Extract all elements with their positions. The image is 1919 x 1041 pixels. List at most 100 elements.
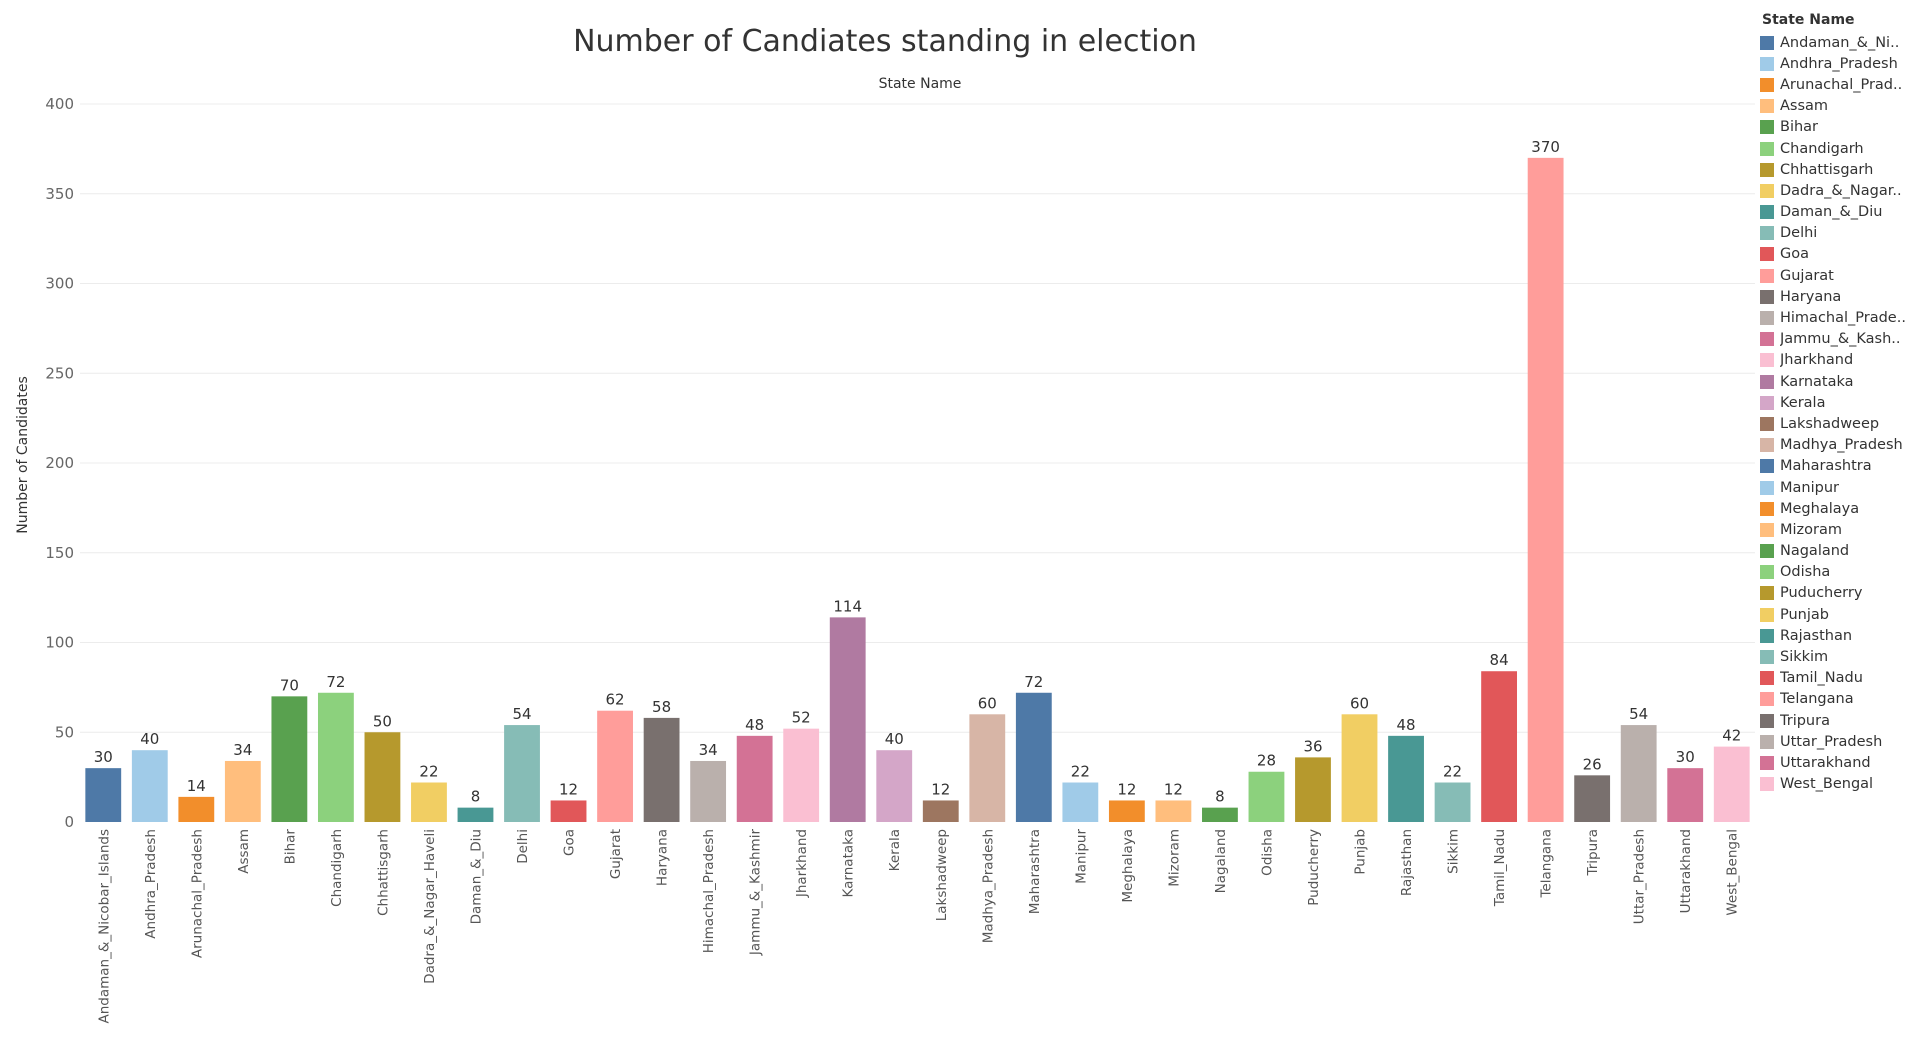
x-tick-label: Punjab	[1353, 829, 1369, 875]
legend-swatch	[1760, 459, 1774, 474]
legend-item[interactable]: Meghalaya	[1760, 498, 1915, 519]
legend-item[interactable]: Dadra_&_Nagar..	[1760, 180, 1915, 201]
legend-item[interactable]: Nagaland	[1760, 541, 1915, 562]
bar	[876, 750, 913, 822]
y-tick-label: 350	[45, 185, 74, 203]
legend-item[interactable]: Sikkim	[1760, 646, 1915, 667]
legend-item[interactable]: Odisha	[1760, 562, 1915, 583]
legend-item[interactable]: Punjab	[1760, 604, 1915, 625]
data-label: 8	[1215, 788, 1225, 806]
bar	[1434, 782, 1471, 822]
legend-swatch	[1760, 332, 1774, 347]
legend-item[interactable]: Goa	[1760, 244, 1915, 265]
legend-swatch	[1760, 395, 1774, 410]
chart-title: Number of Candiates standing in election	[573, 24, 1197, 59]
legend-swatch	[1760, 671, 1774, 686]
legend-item[interactable]: Chhattisgarh	[1760, 159, 1915, 180]
legend-item[interactable]: Gujarat	[1760, 265, 1915, 286]
legend-item[interactable]: West_Bengal	[1760, 774, 1915, 795]
legend-item[interactable]: Uttar_Pradesh	[1760, 731, 1915, 752]
bar	[1062, 782, 1099, 822]
y-axis-ticks: 0 50 100 150 200 250 300 350 400	[45, 95, 74, 831]
legend-item[interactable]: Mizoram	[1760, 519, 1915, 540]
legend-label: Andhra_Pradesh	[1780, 55, 1898, 72]
x-tick-label: Gujarat	[608, 829, 624, 879]
legend-item[interactable]: Uttarakhand	[1760, 752, 1915, 773]
legend-label: Karnataka	[1780, 373, 1854, 390]
legend-swatch	[1760, 226, 1774, 241]
legend-title: State Name	[1762, 12, 1855, 28]
data-label: 114	[833, 597, 862, 615]
bar	[85, 768, 122, 822]
legend-item[interactable]: Delhi	[1760, 223, 1915, 244]
legend-swatch	[1760, 120, 1774, 135]
legend-label: Daman_&_Diu	[1780, 204, 1883, 221]
legend-swatch	[1760, 777, 1774, 792]
legend-item[interactable]: Tripura	[1760, 710, 1915, 731]
x-tick-label: Nagaland	[1213, 829, 1229, 893]
legend-label: West_Bengal	[1780, 776, 1874, 793]
legend-swatch	[1760, 183, 1774, 198]
data-label: 12	[1117, 780, 1136, 798]
x-tick-label: Andaman_&_Nicobar_Islands	[96, 829, 112, 1024]
legend-item[interactable]: Tamil_Nadu	[1760, 668, 1915, 689]
data-label: 72	[326, 673, 345, 691]
data-label: 70	[280, 676, 299, 694]
legend-item[interactable]: Andhra_Pradesh	[1760, 53, 1915, 74]
bar	[1015, 692, 1052, 822]
bar	[969, 714, 1006, 822]
legend-label: Assam	[1780, 98, 1829, 115]
data-label: 22	[1443, 763, 1462, 781]
legend-item[interactable]: Rajasthan	[1760, 625, 1915, 646]
legend-item[interactable]: Telangana	[1760, 689, 1915, 710]
legend-label: Kerala	[1780, 394, 1826, 411]
legend-item[interactable]: Bihar	[1760, 117, 1915, 138]
legend-item[interactable]: Manipur	[1760, 477, 1915, 498]
legend-item[interactable]: Madhya_Pradesh	[1760, 435, 1915, 456]
legend-item[interactable]: Assam	[1760, 96, 1915, 117]
x-tick-label: Sikkim	[1446, 829, 1462, 874]
data-label: 30	[94, 748, 113, 766]
x-tick-label: Assam	[236, 829, 252, 874]
bar	[550, 800, 587, 822]
legend-item[interactable]: Kerala	[1760, 392, 1915, 413]
legend-label: Delhi	[1780, 225, 1818, 242]
legend-item[interactable]: Chandigarh	[1760, 138, 1915, 159]
legend-item[interactable]: Jammu_&_Kash..	[1760, 329, 1915, 350]
legend-item[interactable]: Arunachal_Prad..	[1760, 74, 1915, 95]
legend-label: Uttar_Pradesh	[1780, 733, 1883, 750]
legend-label: Dadra_&_Nagar..	[1780, 182, 1902, 199]
bar	[690, 760, 727, 822]
legend-swatch	[1760, 77, 1774, 92]
legend-item[interactable]: Jharkhand	[1760, 350, 1915, 371]
x-tick-label: Rajasthan	[1399, 829, 1415, 896]
legend-label: Tamil_Nadu	[1780, 670, 1863, 687]
bar	[224, 760, 261, 822]
legend-item[interactable]: Maharashtra	[1760, 456, 1915, 477]
legend-label: Mizoram	[1780, 521, 1842, 538]
legend-item[interactable]: Puducherry	[1760, 583, 1915, 604]
legend-item[interactable]: Andaman_&_Ni..	[1760, 32, 1915, 53]
legend-item[interactable]: Himachal_Prade..	[1760, 307, 1915, 328]
legend-swatch	[1760, 734, 1774, 749]
legend-swatch	[1760, 607, 1774, 622]
legend-item[interactable]: Daman_&_Diu	[1760, 202, 1915, 223]
data-label: 50	[373, 712, 392, 730]
data-label: 22	[1071, 763, 1090, 781]
data-label: 370	[1531, 138, 1560, 156]
y-tick-label: 400	[45, 95, 74, 113]
y-tick-label: 200	[45, 454, 74, 472]
legend-swatch	[1760, 480, 1774, 495]
legend-swatch	[1760, 311, 1774, 326]
legend-item[interactable]: Lakshadweep	[1760, 413, 1915, 434]
bar	[411, 782, 447, 822]
legend-item[interactable]: Haryana	[1760, 286, 1915, 307]
legend-label: Maharashtra	[1780, 458, 1872, 475]
legend-item[interactable]: Karnataka	[1760, 371, 1915, 392]
bar	[922, 800, 959, 822]
legend-label: Jammu_&_Kash..	[1780, 331, 1901, 348]
bar	[1667, 768, 1704, 822]
gridlines	[80, 103, 1755, 733]
data-label: 60	[978, 694, 997, 712]
data-label: 54	[1629, 705, 1648, 723]
